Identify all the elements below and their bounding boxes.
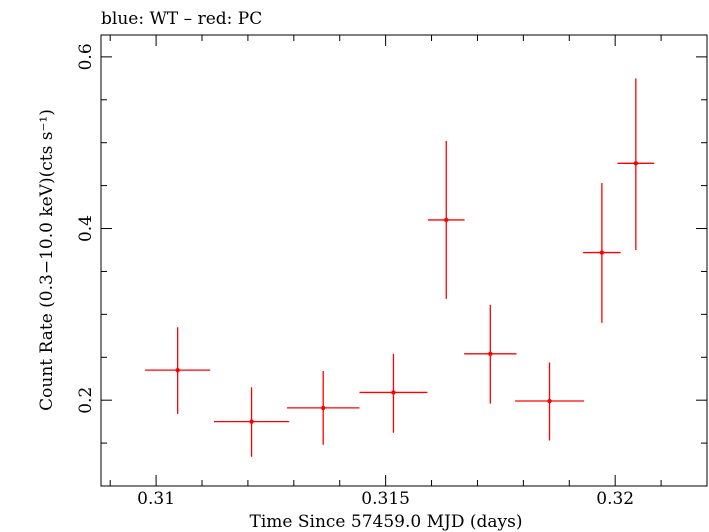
data-marker [547,398,552,404]
data-point [583,183,621,323]
data-marker [633,161,639,166]
data-points [145,78,655,457]
x-tick-label: 0.315 [361,489,410,509]
plot-frame [100,34,708,487]
axes: 0.31 0.315 0.32 0.2 0.4 0.6 [76,35,708,509]
data-point [464,304,517,404]
x-axis-label: Time Since 57459.0 MJD (days) [250,512,523,532]
x-tick-label: 0.32 [596,489,634,509]
y-tick-label: 0.4 [76,215,96,242]
data-point [286,370,360,445]
x-tick-label: 0.31 [137,489,175,509]
data-point [359,353,428,433]
data-marker [391,390,396,395]
data-marker [321,405,326,411]
data-marker [488,351,493,357]
data-marker [444,217,449,223]
data-point [427,140,465,299]
data-point [145,327,211,414]
chart-title: blue: WT – red: PC [101,9,262,29]
y-axis-label: Count Rate (0.3−10.0 keV)(cts s⁻¹) [37,109,57,411]
data-marker [599,250,605,255]
y-tick-label: 0.6 [76,43,96,70]
data-point [617,78,655,250]
data-marker [175,367,180,373]
data-point [515,362,584,441]
data-point [213,387,290,457]
y-tick-label: 0.2 [76,387,96,414]
data-marker [249,419,254,424]
